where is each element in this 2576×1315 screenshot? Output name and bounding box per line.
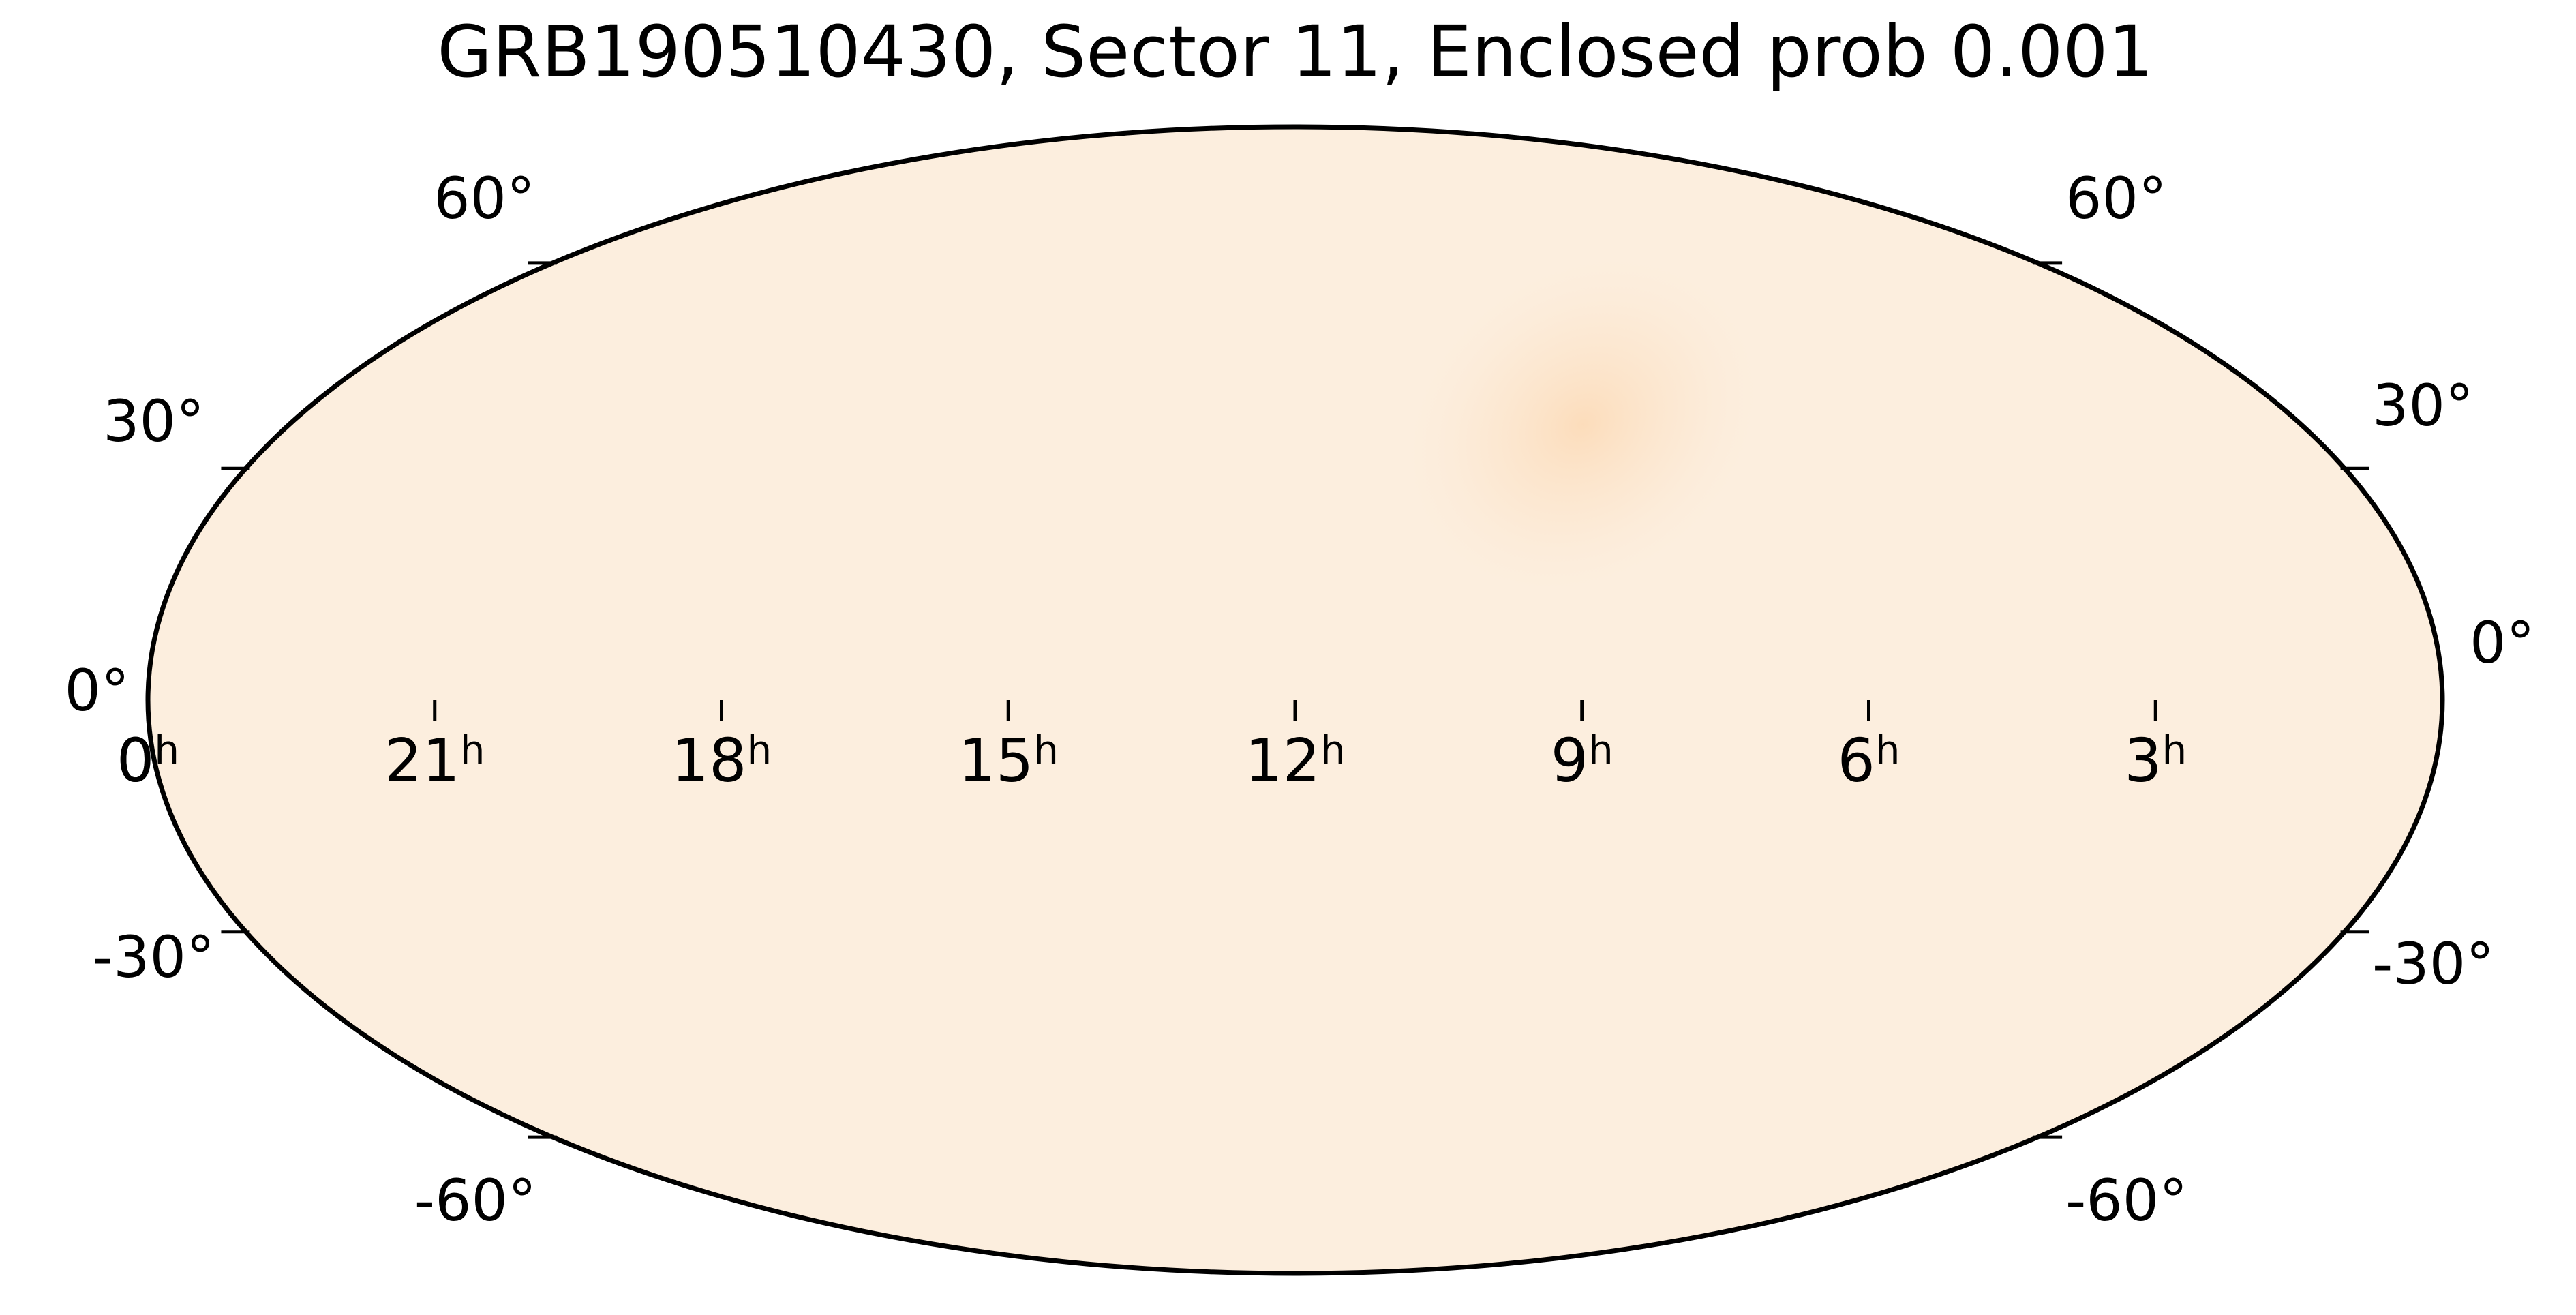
blob-halo [1391, 242, 1774, 607]
dec-tick-label-left: -30° [93, 924, 215, 991]
ra-tick-label: 12h [1245, 726, 1345, 796]
dec-tick-label-left: -60° [414, 1167, 536, 1234]
ra-tick-label: 21h [384, 726, 485, 796]
ra-tick-label: 3h [2124, 726, 2187, 796]
ra-tick-label: 0h [117, 726, 179, 796]
ra-tick-label: 0h [117, 726, 179, 796]
dec-tick-label-left: 30° [103, 388, 204, 455]
dec-tick-label-right: -30° [2372, 931, 2494, 997]
dec-tick-label-right: 30° [2372, 372, 2474, 439]
figure-title: GRB190510430, Sector 11, Enclosed prob 0… [437, 10, 2153, 93]
dec-tick-label-left: 0° [65, 657, 130, 724]
ra-tick-label: 9h [1551, 726, 1613, 796]
dec-tick-label-left: 60° [434, 165, 535, 232]
ra-tick-label: 6h [1837, 726, 1900, 796]
dec-tick-label-right: 0° [2470, 609, 2534, 676]
dec-tick-label-right: -60° [2065, 1167, 2187, 1234]
map-boundary [145, 124, 2445, 1276]
ra-tick-label: 15h [958, 726, 1059, 796]
ra-tick-label: 18h [671, 726, 772, 796]
dec-tick-label-right: 60° [2065, 165, 2167, 232]
